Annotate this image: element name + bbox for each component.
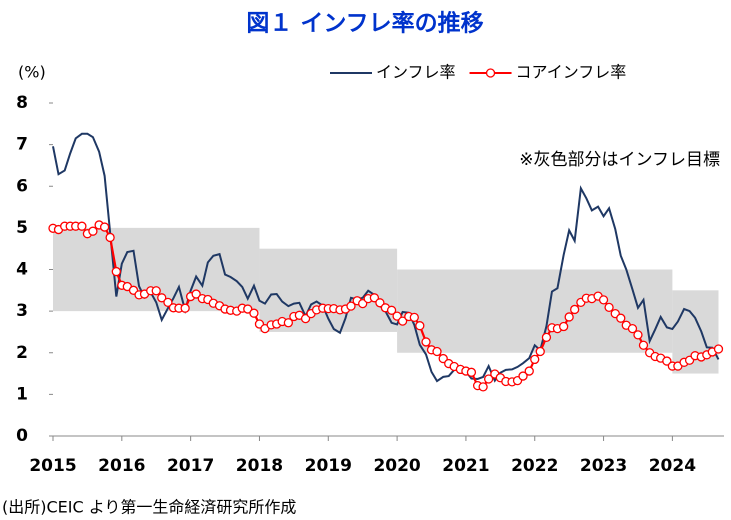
- series-marker: [604, 302, 614, 313]
- series-marker: [616, 313, 626, 323]
- chart-title: 図１ インフレ率の推移: [246, 10, 483, 37]
- y-tick-label: 6: [16, 176, 28, 196]
- series-marker: [283, 318, 294, 328]
- y-axis-label: (%): [18, 63, 46, 82]
- x-tick-label: 2019: [305, 456, 352, 476]
- series-marker: [180, 303, 190, 313]
- target-band: [53, 227, 260, 312]
- x-tick-label: 2017: [167, 456, 214, 476]
- series-marker: [466, 367, 477, 377]
- series-marker: [111, 266, 121, 277]
- series-marker: [638, 340, 649, 350]
- x-tick-label: 2021: [442, 456, 489, 476]
- y-tick-label: 1: [16, 384, 28, 404]
- series-marker: [483, 374, 494, 384]
- x-tick-label: 2024: [649, 456, 696, 476]
- series-marker: [243, 304, 253, 314]
- series-marker: [633, 330, 643, 340]
- series-marker: [409, 312, 419, 323]
- series-marker: [530, 354, 540, 365]
- y-tick-label: 7: [16, 135, 28, 155]
- y-tick-label: 4: [16, 260, 28, 280]
- x-tick-label: 2020: [373, 456, 420, 476]
- series-marker: [518, 371, 528, 381]
- series-marker: [157, 293, 167, 303]
- legend-marker: [485, 68, 496, 78]
- y-tick-label: 2: [16, 343, 28, 363]
- legend-label: コアインフレ率: [516, 63, 627, 82]
- series-marker: [99, 222, 110, 232]
- series-marker: [598, 295, 609, 305]
- series-marker: [163, 297, 173, 308]
- y-tick-label: 8: [16, 93, 28, 113]
- x-tick-label: 2023: [580, 456, 627, 476]
- legend-label: インフレ率: [376, 63, 456, 82]
- y-tick-label: 0: [16, 426, 28, 446]
- series-marker: [77, 221, 87, 231]
- annotation: ※灰色部分はインフレ目標: [519, 150, 720, 170]
- series-marker: [478, 382, 488, 392]
- series-marker: [191, 289, 201, 299]
- y-tick-label: 3: [16, 301, 28, 321]
- series-marker: [535, 346, 545, 357]
- series-marker: [346, 301, 356, 311]
- series-marker: [524, 366, 534, 376]
- series-marker: [105, 232, 115, 243]
- series-marker: [397, 316, 408, 326]
- x-tick-label: 2015: [29, 456, 76, 476]
- series-marker: [386, 305, 397, 315]
- series-marker: [432, 346, 442, 357]
- series-marker: [564, 312, 574, 322]
- x-tick-label: 2022: [511, 456, 558, 476]
- target-band: [397, 269, 673, 353]
- series-marker: [151, 286, 161, 296]
- series-marker: [421, 337, 431, 347]
- series-marker: [88, 226, 98, 236]
- x-tick-label: 2018: [236, 456, 283, 476]
- series-marker: [415, 321, 425, 331]
- series-marker: [541, 332, 552, 342]
- series-marker: [558, 321, 569, 332]
- series-marker: [249, 308, 259, 318]
- series-marker: [627, 323, 638, 334]
- target-band: [672, 290, 719, 374]
- series-marker: [570, 304, 580, 315]
- series-marker: [713, 344, 724, 354]
- y-tick-label: 5: [16, 218, 28, 238]
- x-tick-label: 2016: [98, 456, 145, 476]
- source: (出所)CEIC より第一生命経済研究所作成: [2, 498, 296, 517]
